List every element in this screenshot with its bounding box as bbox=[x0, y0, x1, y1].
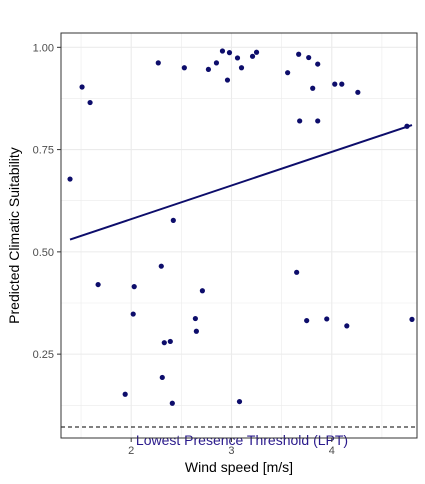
data-point bbox=[161, 340, 167, 346]
data-point bbox=[324, 316, 330, 322]
data-point bbox=[294, 269, 300, 275]
x-tick-label: 2 bbox=[128, 445, 134, 457]
data-point bbox=[253, 49, 260, 55]
data-point bbox=[199, 288, 205, 294]
data-point bbox=[95, 281, 101, 288]
trend-line bbox=[69, 124, 413, 241]
x-tick-label: 4 bbox=[329, 445, 335, 457]
data-point bbox=[226, 50, 233, 56]
data-point bbox=[315, 61, 321, 67]
lpt-threshold-label: Lowest Presence Threshold (LPT) bbox=[136, 432, 348, 448]
x-tick-label: 3 bbox=[228, 445, 234, 457]
data-point bbox=[404, 123, 410, 129]
data-point bbox=[167, 338, 173, 345]
data-point bbox=[122, 391, 128, 397]
data-point bbox=[332, 81, 338, 87]
data-point bbox=[213, 60, 220, 66]
data-point bbox=[67, 176, 73, 182]
data-point bbox=[181, 65, 187, 71]
data-points bbox=[67, 48, 415, 406]
y-axis-ticks: 0.25 0.50 0.75 1.00 bbox=[33, 42, 61, 361]
data-point bbox=[409, 316, 415, 322]
data-point bbox=[304, 317, 310, 324]
y-tick-label: 0.25 bbox=[33, 349, 54, 361]
data-point bbox=[192, 315, 198, 322]
trend-layer bbox=[69, 124, 413, 241]
data-point bbox=[238, 65, 245, 71]
y-tick-label: 0.75 bbox=[33, 145, 54, 157]
y-tick-label: 1.00 bbox=[33, 42, 54, 54]
y-axis-title: Predicted Climatic Suitability bbox=[6, 147, 22, 324]
data-point bbox=[158, 263, 164, 269]
data-point bbox=[234, 55, 241, 61]
data-point bbox=[87, 99, 93, 106]
data-point bbox=[193, 328, 199, 334]
data-point bbox=[297, 118, 303, 124]
data-point bbox=[249, 53, 256, 59]
data-point bbox=[219, 48, 226, 54]
data-point bbox=[236, 398, 243, 405]
data-point bbox=[130, 311, 136, 317]
data-point bbox=[355, 89, 361, 95]
data-point bbox=[79, 84, 85, 90]
grid-lines bbox=[61, 33, 417, 438]
data-point bbox=[306, 54, 312, 61]
data-point bbox=[344, 323, 350, 329]
data-point bbox=[285, 70, 291, 76]
threshold-layer: Lowest Presence Threshold (LPT) bbox=[61, 426, 417, 448]
data-point bbox=[169, 400, 175, 406]
data-point bbox=[205, 66, 212, 73]
data-point bbox=[170, 217, 176, 223]
y-tick-label: 0.50 bbox=[33, 247, 54, 259]
data-point bbox=[310, 85, 316, 91]
x-axis-ticks: 2 3 4 bbox=[128, 438, 335, 457]
x-axis-title: Wind speed [m/s] bbox=[185, 459, 293, 475]
data-point bbox=[296, 51, 302, 57]
data-point bbox=[224, 77, 231, 83]
data-point bbox=[315, 118, 321, 124]
data-point bbox=[159, 374, 165, 381]
data-point bbox=[131, 284, 137, 290]
data-point bbox=[339, 81, 345, 87]
panel-border bbox=[60, 32, 418, 439]
data-point bbox=[155, 60, 161, 66]
